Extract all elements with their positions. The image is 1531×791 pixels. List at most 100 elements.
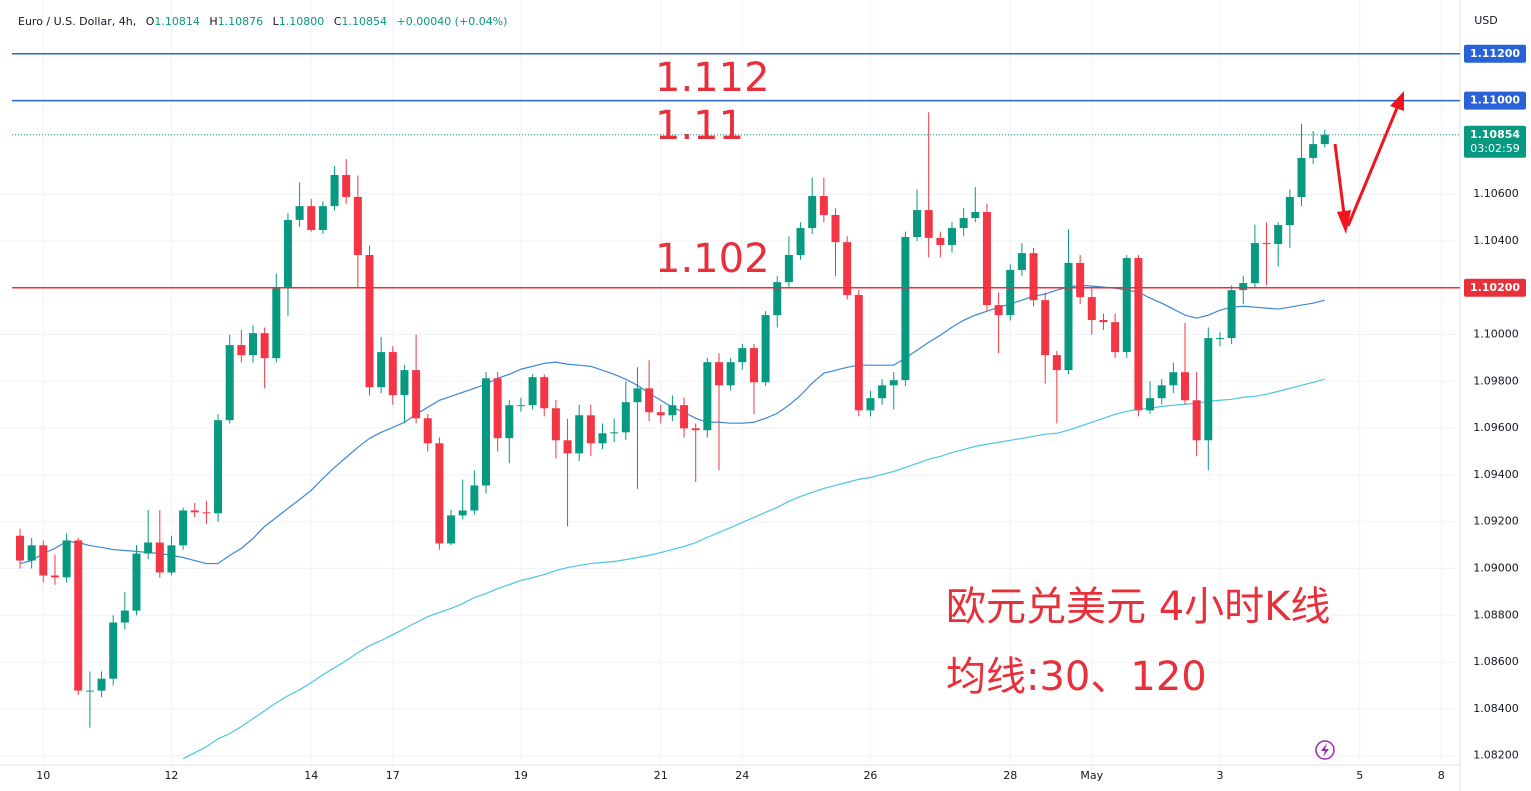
candle-body (1285, 196, 1294, 226)
candle-body (1029, 253, 1038, 301)
candle-body (330, 174, 339, 207)
candle-body (1169, 372, 1178, 386)
countdown-label: 03:02:59 (1470, 142, 1519, 155)
candle-body (412, 370, 421, 419)
candle-body (1041, 300, 1050, 356)
symbol-header: Euro / U.S. Dollar, 4h, O1.10814 H1.1087… (18, 15, 507, 28)
candle-body (982, 211, 991, 306)
ohlc-key: C (333, 15, 342, 28)
x-tick-label: May (1080, 769, 1103, 782)
candle-body (482, 378, 490, 486)
candle-body (120, 610, 129, 623)
ohlc-key: O (145, 15, 155, 28)
candle-body (109, 622, 118, 679)
candle-body (1250, 243, 1259, 284)
y-tick-label: 1.09600 (1473, 421, 1519, 434)
candle-body (39, 545, 48, 576)
candle-body (85, 690, 94, 692)
candle-body (901, 236, 910, 381)
x-tick-label: 12 (164, 769, 178, 782)
candle-body (16, 535, 24, 561)
x-tick-label: 5 (1356, 769, 1363, 782)
candle-body (1146, 398, 1155, 411)
candle-body (971, 211, 980, 219)
ohlc-value: 1.10800 (278, 15, 325, 28)
candle-body (97, 678, 106, 691)
candle-body (948, 228, 956, 245)
y-tick-label: 1.09000 (1473, 561, 1519, 574)
symbol-title: Euro / U.S. Dollar, 4h, (18, 15, 137, 28)
candle-body (878, 385, 887, 399)
price-label-box (1464, 278, 1526, 297)
candle-body (680, 405, 689, 429)
candle-body (1111, 322, 1120, 353)
candle-body (738, 348, 747, 363)
candle-body (808, 196, 817, 229)
ohlc-change: +0.00040 (+0.04%) (396, 15, 508, 28)
candle-body (318, 206, 327, 230)
candle-body (155, 542, 164, 573)
x-tick-label: 8 (1438, 769, 1445, 782)
candle-body (179, 510, 188, 546)
x-tick-label: 19 (514, 769, 528, 782)
y-tick-label: 1.09200 (1473, 515, 1519, 528)
candle-body (1017, 253, 1026, 270)
candle-body (1227, 290, 1236, 339)
candle-body (656, 412, 665, 416)
candle-body (761, 315, 770, 383)
candle-body (1239, 283, 1248, 291)
candle-body (551, 408, 560, 441)
candle-body (470, 485, 479, 511)
y-tick-label: 1.09800 (1473, 374, 1519, 387)
candle-body (1122, 258, 1131, 353)
ohlc-value: 1.10854 (341, 15, 387, 28)
candle-body (1215, 338, 1224, 340)
candle-body (784, 255, 793, 283)
x-tick-label: 10 (36, 769, 50, 782)
x-tick-label: 28 (1003, 769, 1017, 782)
candle-body (1192, 400, 1201, 441)
candle-body (74, 540, 83, 691)
candle-body (819, 196, 828, 215)
candle-body (1099, 320, 1108, 323)
candle-body (1076, 262, 1085, 298)
candle-body (505, 405, 514, 439)
candle-body (913, 210, 922, 237)
candle-body (959, 218, 968, 229)
last-price-label: 1.10854 (1470, 128, 1520, 141)
currency-label: USD (1474, 14, 1498, 27)
x-tick-label: 21 (654, 769, 668, 782)
candle-body (796, 228, 805, 255)
candle-body (307, 206, 316, 230)
candle-body (493, 378, 502, 439)
candle-body (866, 398, 875, 411)
candle-body (1204, 338, 1213, 441)
candle-body (388, 352, 397, 396)
candle-body (214, 420, 223, 514)
candle-body (668, 405, 677, 416)
candle-body (377, 352, 386, 388)
candle-body (633, 388, 642, 403)
candle-body (1320, 134, 1329, 145)
candle-body (202, 512, 211, 514)
candle-body (563, 440, 572, 454)
candle-body (1157, 385, 1166, 399)
candle-body (458, 510, 467, 516)
price-label: 1.11000 (1470, 94, 1520, 107)
candle-body (924, 210, 933, 238)
candle-body (994, 305, 1003, 316)
x-tick-label: 3 (1216, 769, 1223, 782)
candle-body (27, 545, 36, 561)
x-tick-label: 14 (304, 769, 318, 782)
candle-body (423, 418, 432, 444)
candle-body (889, 380, 898, 386)
candle-body (400, 370, 409, 396)
candle-body (1064, 262, 1073, 371)
candle-body (62, 540, 71, 578)
last-price-box (1464, 125, 1526, 158)
candle-body (342, 174, 351, 197)
candle-body (435, 443, 444, 544)
price-label: 1.10200 (1470, 281, 1520, 294)
y-tick-label: 1.08600 (1473, 655, 1519, 668)
